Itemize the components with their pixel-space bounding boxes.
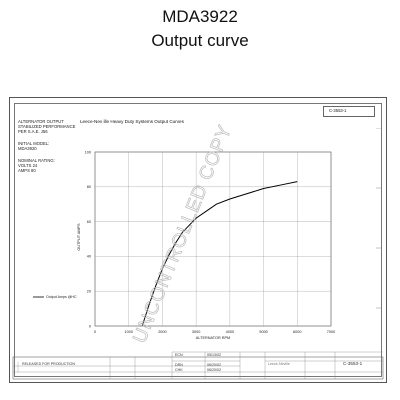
x-tick-label: 6000 xyxy=(293,330,301,334)
panel-line-1: ALTERNATOR OUTPUT xyxy=(18,119,64,124)
checked-date: 06/20/02 xyxy=(207,363,221,367)
y-tick-label: 40 xyxy=(87,255,91,259)
panel-line-6: NOMINAL RATING: xyxy=(18,158,55,163)
released-for-production: RELEASED FOR PRODUCTION xyxy=(22,362,75,366)
panel-line-3: PER S.A.E. J56 xyxy=(18,129,48,134)
y-tick-label: 20 xyxy=(87,290,91,294)
panel-line-7: VOLTS 24 xyxy=(18,163,38,168)
chart-series xyxy=(141,181,298,327)
panel-line-2: STABILIZED PERFORMANCE xyxy=(18,124,76,129)
drawing-number-top: C-3553-1 xyxy=(329,108,347,113)
approved-date: 06/20/02 xyxy=(207,368,221,372)
y-tick-label: 100 xyxy=(85,150,91,154)
checked-label: CHK xyxy=(175,368,183,372)
legend-entry: Output Amps @HC xyxy=(46,295,77,299)
drawing-number: C-3553-1 xyxy=(343,361,363,366)
series-line-output-amps xyxy=(141,181,298,327)
drawing-sheet: C-3553-1 ALTERNATOR OUTPUT STABILIZED PE… xyxy=(9,97,387,383)
x-tick-label: 1000 xyxy=(124,330,132,334)
drawing-number-box xyxy=(323,106,375,117)
chart-legend: Output Amps @HC xyxy=(33,295,77,299)
x-axis-label: ALTERNATOR RPM xyxy=(196,336,230,340)
drawn-label: DRN xyxy=(175,363,183,367)
right-edge-marks xyxy=(376,128,382,309)
y-tick-label: 80 xyxy=(87,185,91,189)
drawn-date: 05/13/02 xyxy=(207,353,221,357)
x-tick-label: 7000 xyxy=(327,330,335,334)
x-tick-label: 4000 xyxy=(226,330,234,334)
panel-line-8: AMPS 80 xyxy=(18,168,36,173)
y-tick-label: 0 xyxy=(89,324,91,328)
chart-title: Leece-Nev ille Heavy Duty Systems Output… xyxy=(80,119,185,124)
x-tick-label: 3000 xyxy=(192,330,200,334)
page-subtitle: Output curve xyxy=(151,31,249,50)
drawing-frame xyxy=(14,103,382,377)
chart-ticks: 0 1000 2000 3000 4000 5000 6000 7000 0 20 40 60 80 10… xyxy=(85,150,336,334)
x-tick-label: 0 xyxy=(94,330,96,334)
x-tick-label: 2000 xyxy=(158,330,166,334)
chart-grid xyxy=(94,151,332,327)
panel-line-5: MDA3920 xyxy=(18,146,37,151)
x-tick-label: 5000 xyxy=(259,330,267,334)
ecn-label: ECN xyxy=(175,353,183,357)
y-axis-label: OUTPUT AMPS xyxy=(77,223,81,251)
page-title: MDA3922 xyxy=(162,7,238,26)
panel-line-4: INITIAL MODEL: xyxy=(18,141,50,146)
y-tick-label: 60 xyxy=(87,220,91,224)
company-name: Leece-Neville xyxy=(268,362,290,366)
